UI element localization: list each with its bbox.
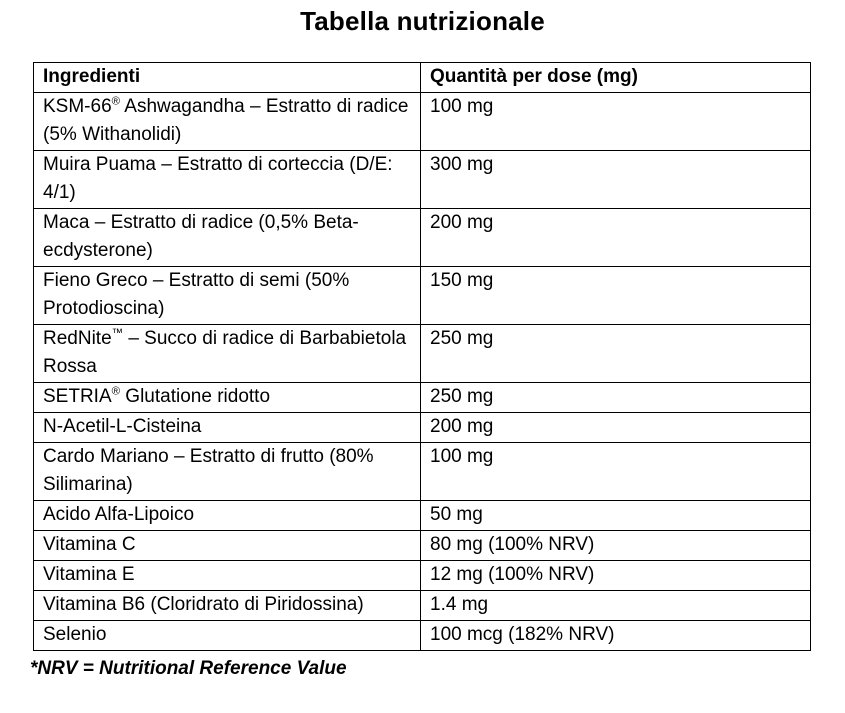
ingredient-cell: KSM-66® Ashwagandha – Estratto di radice… xyxy=(33,92,421,151)
table-row: Cardo Mariano – Estratto di frutto (80% … xyxy=(33,442,811,501)
nutrition-table-body: KSM-66® Ashwagandha – Estratto di radice… xyxy=(33,92,811,651)
ingredient-cell: RedNite™ – Succo di radice di Barbabieto… xyxy=(33,324,421,383)
table-row: RedNite™ – Succo di radice di Barbabieto… xyxy=(33,324,811,383)
ingredient-cell: Acido Alfa-Lipoico xyxy=(33,500,421,531)
page-title: Tabella nutrizionale xyxy=(300,6,545,36)
table-row: Maca – Estratto di radice (0,5% Beta-ecd… xyxy=(33,208,811,267)
amount-cell: 300 mg xyxy=(420,150,811,209)
table-row: Muira Puama – Estratto di corteccia (D/E… xyxy=(33,150,811,209)
amount-cell: 100 mg xyxy=(420,92,811,151)
col-header-ingredienti: Ingredienti xyxy=(33,62,421,93)
ingredient-cell: Vitamina B6 (Cloridrato di Piridossina) xyxy=(33,590,421,621)
header-row: Ingredienti Quantità per dose (mg) xyxy=(33,62,811,93)
table-row: N-Acetil-L-Cisteina 200 mg xyxy=(33,412,811,443)
ingredient-cell: SETRIA® Glutatione ridotto xyxy=(33,382,421,413)
table-row: Vitamina E 12 mg (100% NRV) xyxy=(33,560,811,591)
ingredient-cell: Maca – Estratto di radice (0,5% Beta-ecd… xyxy=(33,208,421,267)
ingredient-cell: Cardo Mariano – Estratto di frutto (80% … xyxy=(33,442,421,501)
table-row: SETRIA® Glutatione ridotto 250 mg xyxy=(33,382,811,413)
ingredient-cell: Fieno Greco – Estratto di semi (50% Prot… xyxy=(33,266,421,325)
amount-cell: 250 mg xyxy=(420,382,811,413)
amount-cell: 100 mcg (182% NRV) xyxy=(420,620,811,651)
col-header-quantita: Quantità per dose (mg) xyxy=(420,62,811,93)
amount-cell: 80 mg (100% NRV) xyxy=(420,530,811,561)
table-row: Fieno Greco – Estratto di semi (50% Prot… xyxy=(33,266,811,325)
amount-cell: 150 mg xyxy=(420,266,811,325)
table-row: Vitamina C 80 mg (100% NRV) xyxy=(33,530,811,561)
table-row: KSM-66® Ashwagandha – Estratto di radice… xyxy=(33,92,811,151)
amount-cell: 200 mg xyxy=(420,208,811,267)
table-row: Selenio 100 mcg (182% NRV) xyxy=(33,620,811,651)
nutrition-table: Ingredienti Quantità per dose (mg) KSM-6… xyxy=(33,62,811,651)
ingredient-cell: Muira Puama – Estratto di corteccia (D/E… xyxy=(33,150,421,209)
ingredient-cell: N-Acetil-L-Cisteina xyxy=(33,412,421,443)
amount-cell: 200 mg xyxy=(420,412,811,443)
amount-cell: 1.4 mg xyxy=(420,590,811,621)
amount-cell: 100 mg xyxy=(420,442,811,501)
ingredient-cell: Vitamina C xyxy=(33,530,421,561)
table-row: Vitamina B6 (Cloridrato di Piridossina) 1… xyxy=(33,590,811,621)
footnote: *NRV = Nutritional Reference Value xyxy=(30,658,347,679)
ingredient-cell: Selenio xyxy=(33,620,421,651)
amount-cell: 50 mg xyxy=(420,500,811,531)
ingredient-cell: Vitamina E xyxy=(33,560,421,591)
table-row: Acido Alfa-Lipoico 50 mg xyxy=(33,500,811,531)
amount-cell: 250 mg xyxy=(420,324,811,383)
amount-cell: 12 mg (100% NRV) xyxy=(420,560,811,591)
